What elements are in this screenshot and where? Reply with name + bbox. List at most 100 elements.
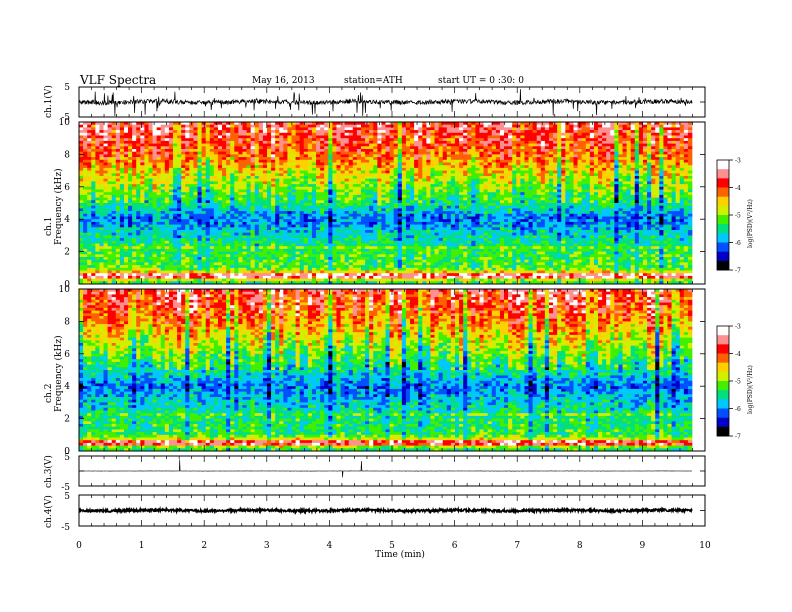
spectrogram-cell (95, 186, 100, 190)
spectrogram-cell (401, 192, 407, 196)
spectrogram-cell (217, 194, 223, 198)
spectrogram-cell (651, 184, 656, 188)
spectrogram-cell (132, 205, 137, 209)
spectrogram-cell (83, 211, 88, 215)
spectrogram-cell (418, 176, 423, 180)
spectrogram-cell (328, 143, 333, 147)
spectrogram-cell (303, 197, 309, 201)
spectrogram-cell (316, 176, 321, 180)
spectrogram-cell (381, 143, 386, 147)
spectrogram-cell (328, 208, 333, 212)
spectrogram-cell (614, 178, 619, 182)
spectrogram-cell (365, 194, 370, 198)
spectrogram-cell (508, 181, 513, 185)
spectrogram-cell (307, 203, 313, 207)
spectrogram-cell (471, 176, 476, 180)
spectrogram-cell (638, 146, 644, 150)
spectrogram-cell (234, 189, 239, 193)
spectrogram-cell (197, 194, 202, 198)
spectrogram-cell (311, 146, 317, 150)
spectrogram-cell (316, 165, 321, 169)
spectrogram-cell (651, 127, 656, 131)
spectrogram-cell (626, 122, 632, 126)
spectrogram-cell (217, 167, 223, 171)
spectrogram-cell (598, 154, 603, 158)
spectrogram-cell (573, 138, 578, 142)
spectrogram-cell (602, 192, 607, 196)
spectrogram-cell (602, 186, 607, 190)
spectrogram-cell (459, 173, 464, 177)
spectrogram-cell (262, 154, 268, 158)
spectrogram-cell (467, 178, 472, 182)
spectrogram-cell (209, 162, 215, 166)
spectrogram-cell (499, 173, 505, 177)
spectrogram-cell (524, 143, 529, 147)
spectrogram-cell (172, 208, 178, 212)
spectrogram-cell (271, 205, 276, 209)
spectrogram-cell (238, 127, 243, 131)
spectrogram-cell (647, 189, 652, 193)
spectrogram-cell (279, 151, 284, 155)
spectrogram-cell (320, 138, 325, 142)
spectrogram-cell (369, 162, 374, 166)
spectrogram-cell (512, 167, 517, 171)
spectrogram-cell (360, 189, 366, 193)
spectrogram-cell (299, 138, 305, 142)
spectrogram-cell (324, 146, 329, 150)
spectrogram-cell (544, 135, 550, 139)
spectrogram-cell (430, 157, 435, 161)
spectrogram-cell (679, 124, 685, 128)
spectrogram-cell (618, 203, 623, 207)
spectrogram-cell (655, 178, 660, 182)
spectrogram-cell (446, 205, 452, 209)
spectrogram-cell (254, 132, 260, 136)
spectrogram-cell (332, 151, 337, 155)
spectrogram-cell (487, 138, 493, 142)
spectrogram-cell (679, 205, 685, 209)
spectrogram-cell (471, 149, 476, 153)
spectrogram-cell (606, 124, 611, 128)
spectrogram-cell (381, 197, 386, 201)
spectrogram-cell (328, 159, 333, 163)
spectrogram-cell (528, 127, 533, 131)
spectrogram-cell (647, 157, 652, 161)
spectrogram-cell (687, 143, 693, 147)
spectrogram-cell (475, 159, 480, 163)
spectrogram-cell (369, 143, 374, 147)
spectrogram-cell (381, 127, 386, 131)
spectrogram-cell (119, 178, 125, 182)
spectrogram-cell (454, 146, 460, 150)
spectrogram-cell (230, 130, 235, 134)
spectrogram-cell (495, 140, 501, 144)
spectrogram-cell (642, 151, 648, 155)
spectrogram-cell (614, 200, 619, 204)
spectrogram-cell (283, 167, 288, 171)
spectrogram-cell (687, 162, 693, 166)
spectrogram-cell (536, 122, 542, 126)
spectrogram-cell (123, 167, 129, 171)
spectrogram-cell (177, 138, 182, 142)
spectrogram-cell (320, 173, 325, 177)
spectrogram-cell (450, 132, 456, 136)
spectrogram-cell (303, 157, 309, 161)
spectrogram-cell (614, 197, 619, 201)
spectrogram-cell (152, 157, 157, 161)
spectrogram-cell (128, 192, 133, 196)
spectrogram-cell (377, 176, 382, 180)
spectrogram-cell (438, 208, 444, 212)
spectrogram-cell (483, 132, 489, 136)
spectrogram-cell (189, 197, 194, 201)
spectrogram-cell (381, 130, 386, 134)
spectrogram-cell (140, 165, 145, 169)
spectrogram-cell (618, 138, 623, 142)
spectrogram-cell (140, 184, 145, 188)
spectrogram-cell (512, 200, 517, 204)
spectrogram-cell (557, 181, 562, 185)
spectrogram-cell (287, 124, 292, 128)
spectrogram-cell (667, 135, 672, 139)
spectrogram-cell (91, 205, 96, 209)
spectrogram-cell (115, 151, 121, 155)
spectrogram-cell (111, 162, 117, 166)
spectrogram-cell (291, 178, 296, 182)
date-label: May 16, 2013 (252, 76, 315, 86)
